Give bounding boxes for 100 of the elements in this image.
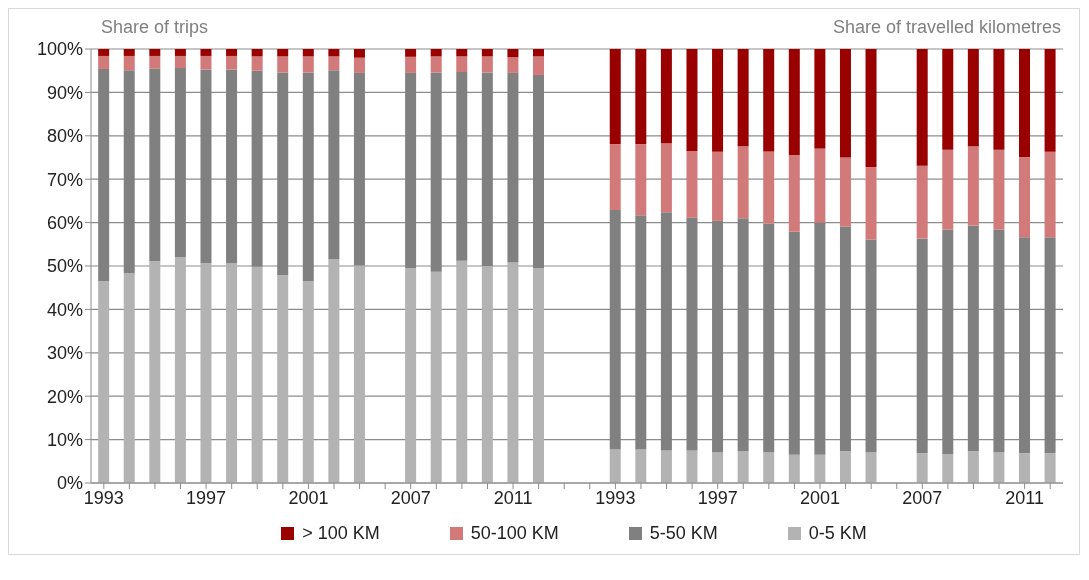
bar <box>328 56 340 71</box>
bar <box>942 453 954 483</box>
bar <box>737 49 749 147</box>
bar <box>353 57 365 73</box>
bar <box>916 49 928 166</box>
bar <box>149 49 161 56</box>
bar <box>174 49 186 56</box>
bar <box>277 275 289 483</box>
bar <box>98 281 110 483</box>
bar <box>814 148 826 223</box>
x-tick-label: 1993 <box>595 487 636 508</box>
bar <box>916 453 928 483</box>
bar <box>1019 49 1030 158</box>
legend-label: 0-5 KM <box>808 523 867 544</box>
x-tick-label: 2011 <box>1005 487 1044 508</box>
bar <box>533 49 544 57</box>
bar <box>942 49 954 150</box>
y-tick-label: 30% <box>46 343 83 364</box>
x-tick-label: 2001 <box>288 487 329 508</box>
bar <box>405 56 417 73</box>
bar <box>737 146 749 219</box>
bar <box>533 268 544 483</box>
bar <box>993 452 1005 483</box>
y-tick-label: 90% <box>46 82 83 103</box>
x-tick-label: 1993 <box>83 487 124 508</box>
bar <box>712 452 724 483</box>
x-tick-label: 2011 <box>493 487 533 508</box>
bar <box>839 450 851 483</box>
bar <box>123 55 135 71</box>
bar <box>251 49 263 57</box>
text: Share of travelled kilometres <box>832 17 1061 38</box>
legend-label: 5-50 KM <box>649 523 718 544</box>
bar <box>174 257 186 483</box>
bar <box>430 271 442 483</box>
bar <box>609 144 621 211</box>
bar <box>200 49 212 56</box>
bar <box>405 49 417 57</box>
bar <box>200 262 212 483</box>
text: Share of trips <box>101 17 209 38</box>
bar <box>788 49 800 156</box>
x-tick-label: 2007 <box>902 487 943 508</box>
bar <box>328 259 340 483</box>
bar <box>277 49 289 57</box>
bar <box>686 150 698 218</box>
bar <box>98 49 110 56</box>
x-tick-label: 2007 <box>390 487 431 508</box>
bar <box>456 56 468 72</box>
bar <box>814 454 826 483</box>
y-tick-label: 80% <box>46 126 83 147</box>
bar <box>302 49 314 57</box>
bar <box>98 55 110 69</box>
bar <box>967 450 979 483</box>
bar <box>686 450 698 483</box>
bar <box>942 149 954 230</box>
bar <box>763 452 775 483</box>
y-tick-label: 100% <box>36 39 83 60</box>
y-tick-label: 70% <box>46 169 83 190</box>
bar <box>967 146 979 226</box>
bar <box>1044 453 1056 483</box>
bar <box>788 454 800 483</box>
bar <box>302 281 314 483</box>
x-tick-label: 1997 <box>697 487 738 508</box>
bar <box>507 262 519 483</box>
bar <box>737 450 749 483</box>
bar <box>123 49 135 56</box>
bar <box>481 56 493 73</box>
bar <box>149 261 161 483</box>
bar <box>1044 49 1056 152</box>
bar <box>149 55 161 69</box>
bar <box>635 449 647 483</box>
bar <box>353 49 365 58</box>
legend-label: > 100 KM <box>302 523 380 544</box>
bar <box>763 49 775 152</box>
bar <box>839 157 851 227</box>
bar <box>788 155 800 232</box>
bar <box>226 262 238 483</box>
bar <box>712 151 724 221</box>
y-tick-label: 50% <box>46 256 83 277</box>
y-tick-label: 40% <box>46 299 83 320</box>
bar <box>251 56 263 71</box>
x-tick-label: 2001 <box>799 487 841 508</box>
bar <box>916 165 928 239</box>
bar <box>993 49 1005 150</box>
legend-label: 50-100 KM <box>470 523 559 544</box>
bar <box>660 49 672 144</box>
bar <box>609 449 621 483</box>
bar <box>430 49 442 57</box>
bar <box>686 49 698 151</box>
bar <box>635 49 647 145</box>
bar <box>660 450 672 483</box>
bar <box>635 144 647 216</box>
x-tick-label: 1997 <box>186 487 227 508</box>
bar <box>481 266 493 483</box>
bar <box>226 55 238 70</box>
bar <box>507 57 519 73</box>
bar <box>430 56 442 73</box>
bar <box>353 265 365 483</box>
bar <box>660 143 672 213</box>
bar <box>865 452 877 483</box>
bar <box>1044 151 1056 238</box>
